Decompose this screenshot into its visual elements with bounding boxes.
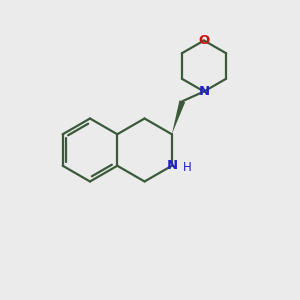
Text: O: O <box>198 34 210 47</box>
Text: N: N <box>167 159 178 172</box>
Polygon shape <box>172 100 185 134</box>
Text: H: H <box>183 161 192 174</box>
Text: N: N <box>198 85 210 98</box>
